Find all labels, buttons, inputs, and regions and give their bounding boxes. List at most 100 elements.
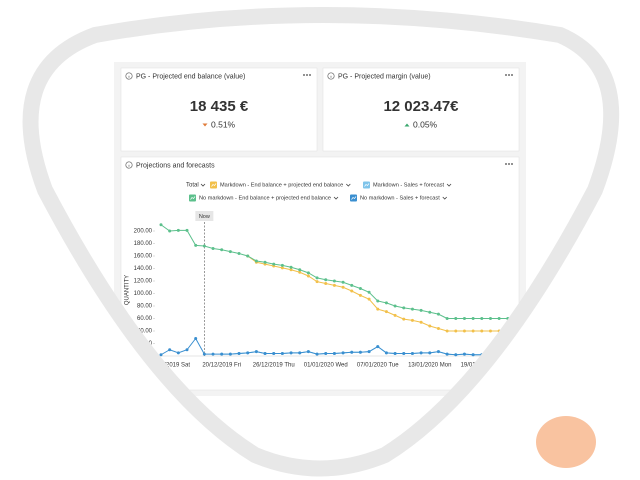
card-bg (120, 67, 318, 152)
data-point (436, 327, 440, 330)
data-point (168, 348, 172, 352)
legend-item[interactable]: Markdown - Sales + forecast (363, 181, 452, 189)
data-point (263, 260, 267, 264)
y-tick-label: 160.00 (134, 254, 153, 260)
legend-swatch-glyph (211, 183, 217, 187)
data-point (211, 352, 215, 356)
data-point (384, 301, 388, 305)
data-point (471, 329, 475, 333)
data-point (376, 345, 380, 349)
legend-swatch-glyph (190, 196, 196, 200)
data-point (228, 250, 232, 254)
data-point (202, 244, 206, 248)
kpi-value: 12 023.47€ (383, 98, 459, 115)
data-point (263, 352, 267, 355)
more-menu[interactable] (303, 74, 311, 76)
legend-label: No markdown - Sales + forecast (360, 195, 440, 201)
data-point (194, 243, 198, 247)
data-point (480, 317, 484, 320)
kpi-card: PG - Projected end balance (value) 18 435… (120, 67, 318, 152)
x-tick-label: 01/01/2020 Wed (304, 363, 348, 369)
data-point (289, 268, 293, 272)
data-point (454, 317, 458, 320)
data-point (246, 351, 250, 355)
data-point (220, 352, 224, 356)
y-tick-label: 140.00 (134, 266, 153, 272)
legend-label: Markdown - End balance + projected end b… (220, 182, 343, 188)
data-point (324, 278, 328, 282)
data-point (211, 247, 215, 250)
more-menu[interactable] (505, 74, 513, 76)
data-point (393, 304, 397, 308)
data-point (358, 287, 362, 290)
data-point (246, 254, 250, 258)
data-point (376, 299, 380, 303)
data-point (272, 352, 276, 355)
menu-dot (505, 74, 507, 76)
data-point (289, 351, 293, 355)
data-point (332, 279, 336, 283)
data-point (402, 306, 406, 310)
legend-item[interactable]: No markdown - End balance + projected en… (189, 194, 339, 202)
card-bg (322, 67, 520, 152)
decor-blob (536, 416, 596, 468)
data-point (445, 352, 449, 356)
data-point (332, 352, 336, 355)
data-point (280, 266, 284, 270)
info-icon (125, 161, 133, 169)
dropdown-chevron (446, 183, 452, 187)
data-point (436, 350, 440, 354)
data-point (497, 317, 501, 320)
data-point (315, 276, 319, 280)
trend-arrow (404, 123, 410, 127)
data-point (410, 318, 414, 322)
data-point (350, 283, 354, 287)
data-point (237, 252, 241, 255)
legend-label: Markdown - Sales + forecast (373, 182, 444, 188)
data-point (332, 283, 336, 287)
menu-dot (309, 74, 311, 76)
data-point (358, 293, 362, 297)
data-point (168, 229, 172, 233)
data-point (315, 280, 319, 284)
menu-dot (505, 163, 507, 165)
card-title: PG - Projected margin (value) (338, 73, 431, 80)
data-point (341, 285, 345, 289)
more-menu[interactable] (505, 163, 513, 165)
data-point (254, 350, 258, 354)
data-point (341, 351, 345, 355)
data-point (228, 352, 232, 356)
frame (22, 7, 620, 477)
data-point (384, 310, 388, 314)
data-point (454, 353, 458, 357)
filter-dropdown[interactable]: Total (186, 183, 199, 189)
data-point (402, 352, 406, 355)
data-point (202, 352, 206, 356)
data-point (324, 352, 328, 355)
legend-swatch-glyph (351, 196, 357, 200)
data-point (419, 308, 423, 312)
y-tick-label: 120.00 (134, 279, 153, 285)
data-point (176, 351, 180, 355)
dropdown-chevron (200, 183, 206, 187)
info-icon (125, 72, 133, 80)
y-axis-label: QUANTITY (125, 275, 131, 305)
data-point (402, 317, 406, 321)
legend-item[interactable]: Markdown - End balance + projected end b… (210, 181, 351, 189)
data-point (410, 307, 414, 311)
data-point (376, 307, 380, 311)
data-point (350, 350, 354, 354)
legend-item[interactable]: No markdown - Sales + forecast (350, 194, 448, 202)
data-point (436, 312, 440, 316)
data-point (428, 351, 432, 355)
data-point (350, 289, 354, 293)
menu-dot (306, 74, 308, 76)
card-bg (120, 156, 520, 391)
data-point (488, 317, 492, 320)
menu-dot (303, 74, 305, 76)
data-point (419, 351, 423, 355)
data-point (159, 353, 163, 357)
data-point (445, 329, 449, 333)
now-label: Now (199, 214, 210, 220)
